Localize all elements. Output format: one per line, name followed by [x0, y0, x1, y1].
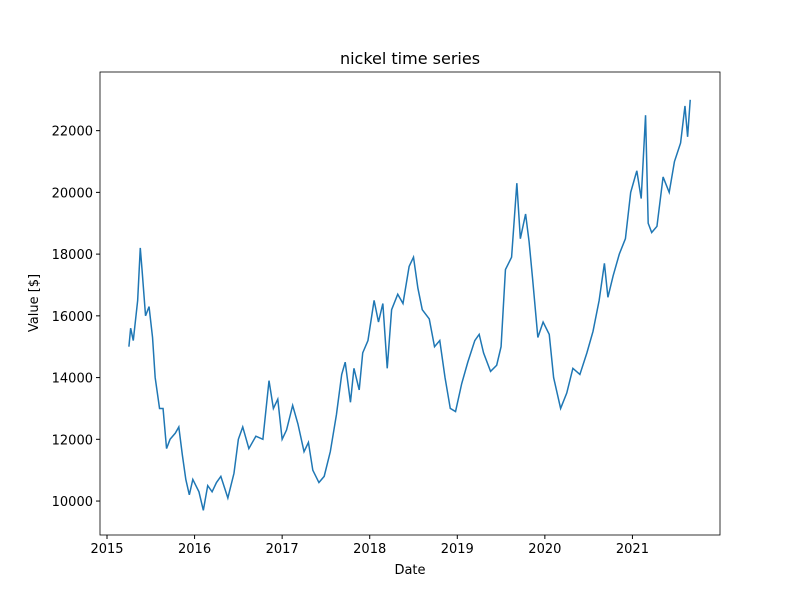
- x-tick-label: 2020: [528, 542, 561, 557]
- x-tick-label: 2015: [90, 542, 123, 557]
- y-tick-label: 12000: [52, 433, 93, 448]
- x-axis-label: Date: [394, 563, 425, 578]
- x-tick-label: 2018: [353, 542, 386, 557]
- x-tick-label: 2017: [266, 542, 299, 557]
- y-tick-label: 18000: [52, 248, 93, 263]
- y-axis-label: Value [$]: [27, 274, 42, 332]
- y-tick-label: 20000: [52, 186, 93, 201]
- plot-frame: [99, 71, 721, 536]
- y-tick-label: 16000: [52, 310, 93, 325]
- y-tick-label: 14000: [52, 372, 93, 387]
- y-tick-label: 10000: [52, 495, 93, 510]
- x-tick-label: 2016: [178, 542, 211, 557]
- data-line: [128, 99, 691, 511]
- chart-title: nickel time series: [340, 49, 480, 68]
- x-tick-label: 2019: [441, 542, 474, 557]
- x-tick-label: 2021: [616, 542, 649, 557]
- y-tick-label: 22000: [52, 125, 93, 140]
